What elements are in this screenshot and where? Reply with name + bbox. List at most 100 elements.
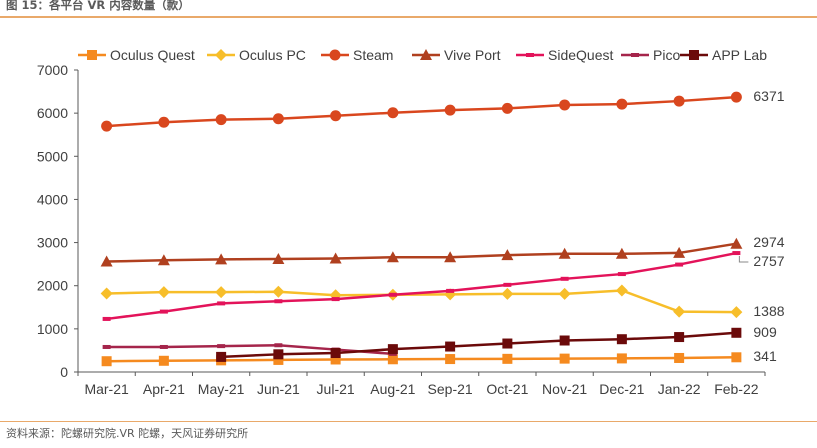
legend-item-vive-port: Vive Port bbox=[412, 47, 501, 63]
y-tick-label: 2000 bbox=[37, 278, 68, 294]
data-point-oculus-pc bbox=[100, 287, 113, 300]
legend-item-app-lab: APP Lab bbox=[680, 47, 767, 63]
data-point-app-lab bbox=[216, 351, 227, 362]
series-line-vive-port bbox=[106, 242, 737, 263]
data-point-app-lab bbox=[330, 348, 341, 359]
series-line-steam bbox=[106, 95, 737, 128]
data-point-vive-port bbox=[100, 255, 113, 267]
series-line-oculus-quest bbox=[106, 356, 737, 363]
data-point-oculus-pc bbox=[673, 305, 686, 318]
x-tick-label: Aug-21 bbox=[370, 381, 415, 397]
data-point-steam bbox=[101, 120, 113, 132]
x-tick-label: Dec-21 bbox=[599, 381, 644, 397]
legend-label: Steam bbox=[353, 47, 393, 63]
data-point-oculus-quest bbox=[616, 353, 627, 364]
chart-end-labels: 6371 2974 2757 1388 909 341 bbox=[738, 88, 785, 364]
legend-label: APP Lab bbox=[712, 47, 767, 63]
data-point-oculus-quest bbox=[330, 354, 341, 365]
data-point-oculus-quest bbox=[445, 354, 456, 365]
data-point-oculus-quest bbox=[101, 356, 112, 367]
legend-item-sidequest: SideQuest bbox=[516, 47, 613, 63]
y-tick-label: 5000 bbox=[37, 148, 68, 164]
data-point-vive-port bbox=[730, 237, 743, 249]
data-point-steam bbox=[730, 91, 742, 103]
data-point-vive-port bbox=[615, 247, 628, 259]
legend-label: Vive Port bbox=[444, 47, 501, 63]
series-line-app-lab bbox=[221, 331, 737, 359]
end-label-steam: 6371 bbox=[753, 88, 784, 104]
series-oculus-quest bbox=[101, 352, 742, 367]
chart-legend: Oculus Quest Oculus PC Steam Vive Port SideQ… bbox=[78, 47, 767, 63]
data-point-vive-port bbox=[386, 251, 399, 263]
x-tick-label: May-21 bbox=[198, 381, 245, 397]
chart-series bbox=[100, 91, 743, 367]
data-point-oculus-pc bbox=[730, 306, 743, 319]
data-point-steam bbox=[501, 102, 513, 114]
data-point-oculus-quest bbox=[674, 352, 685, 363]
data-point-steam bbox=[559, 99, 571, 111]
data-point-app-lab bbox=[445, 341, 456, 352]
data-point-app-lab bbox=[273, 349, 284, 360]
series-steam bbox=[101, 91, 742, 132]
legend-swatch-marker bbox=[329, 49, 341, 61]
end-label-app-lab: 909 bbox=[753, 324, 777, 340]
y-tick-label: 1000 bbox=[37, 321, 68, 337]
legend-item-pico: Pico bbox=[621, 47, 680, 63]
data-point-vive-port bbox=[444, 251, 457, 263]
data-point-oculus-quest bbox=[502, 353, 513, 364]
data-point-steam bbox=[272, 113, 284, 125]
data-point-oculus-pc bbox=[615, 284, 628, 297]
title-divider bbox=[0, 16, 817, 18]
x-tick-label: Sep-21 bbox=[428, 381, 473, 397]
end-label-vive-port: 2974 bbox=[753, 234, 784, 250]
y-tick-label: 7000 bbox=[37, 62, 68, 78]
legend-swatch-marker bbox=[215, 49, 227, 61]
data-point-vive-port bbox=[501, 249, 514, 261]
data-point-vive-port bbox=[215, 253, 228, 265]
data-point-steam bbox=[444, 104, 456, 116]
data-point-steam bbox=[387, 107, 399, 119]
series-sidequest bbox=[102, 251, 741, 321]
data-point-app-lab bbox=[731, 327, 742, 338]
legend-item-oculus-quest: Oculus Quest bbox=[78, 47, 195, 63]
x-tick-label: Nov-21 bbox=[542, 381, 587, 397]
data-point-steam bbox=[616, 98, 628, 110]
series-app-lab bbox=[216, 327, 742, 362]
data-point-vive-port bbox=[558, 247, 571, 259]
series-line-sidequest bbox=[106, 251, 737, 321]
data-point-app-lab bbox=[674, 332, 685, 343]
legend-swatch-marker bbox=[420, 49, 432, 60]
figure-title: 图 15：各平台 VR 内容数量（款） bbox=[6, 0, 190, 12]
series-line-oculus-pc bbox=[106, 289, 737, 314]
series-line-pico bbox=[106, 344, 393, 356]
source-divider bbox=[0, 421, 817, 422]
data-point-oculus-quest bbox=[559, 353, 570, 364]
end-label-oculus-pc: 1388 bbox=[753, 303, 784, 319]
series-oculus-pc bbox=[100, 284, 743, 319]
data-point-oculus-pc bbox=[272, 285, 285, 298]
x-tick-label: Apr-21 bbox=[143, 381, 185, 397]
legend-label: SideQuest bbox=[548, 47, 613, 63]
data-point-steam bbox=[158, 116, 170, 128]
data-point-steam bbox=[673, 95, 685, 107]
data-point-vive-port bbox=[329, 252, 342, 264]
data-point-app-lab bbox=[502, 338, 513, 349]
x-tick-label: Jun-21 bbox=[257, 381, 300, 397]
legend-swatch-marker bbox=[87, 50, 97, 60]
data-point-oculus-quest bbox=[387, 354, 398, 365]
figure-source: 资料来源：陀螺研究院.VR 陀螺，天风证券研究所 bbox=[6, 427, 249, 440]
data-point-app-lab bbox=[616, 334, 627, 345]
data-point-steam bbox=[215, 114, 227, 126]
x-tick-label: Oct-21 bbox=[486, 381, 528, 397]
data-point-vive-port bbox=[272, 252, 285, 264]
data-point-app-lab bbox=[387, 344, 398, 355]
legend-item-steam: Steam bbox=[321, 47, 393, 63]
data-point-steam bbox=[330, 110, 342, 122]
data-point-oculus-pc bbox=[157, 286, 170, 299]
data-point-oculus-pc bbox=[558, 287, 571, 300]
y-tick-label: 0 bbox=[60, 364, 68, 380]
series-vive-port bbox=[100, 237, 743, 267]
y-tick-label: 6000 bbox=[37, 105, 68, 121]
legend-swatch-marker bbox=[689, 50, 699, 60]
chart-axes: 0 1000 2000 3000 4000 5000 6000 7000 Mar-21 Apr-2… bbox=[37, 62, 766, 397]
